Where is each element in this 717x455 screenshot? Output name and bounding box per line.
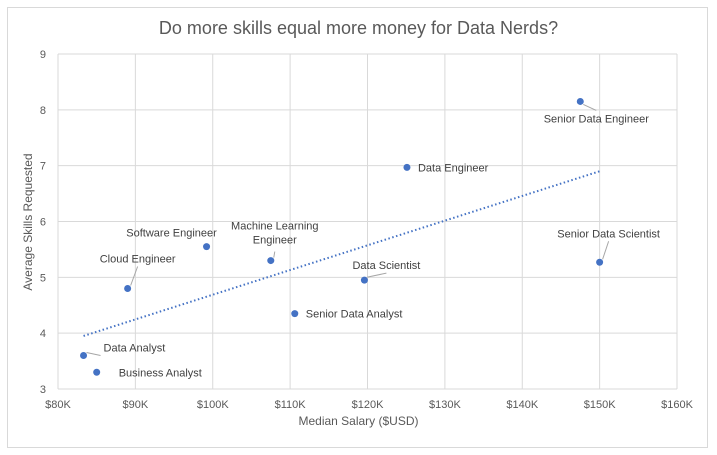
- gridlines: [57, 53, 678, 390]
- y-tick-label: 6: [40, 217, 46, 229]
- x-tick-label: $80K: [45, 399, 71, 411]
- y-tick-label: 9: [40, 49, 46, 61]
- data-label: Data Scientist: [352, 260, 420, 272]
- chart-title: Do more skills equal more money for Data…: [158, 18, 559, 38]
- data-label: Senior Data Engineer: [544, 113, 650, 125]
- data-labels: Data Analyst Business Analyst Cloud Engine…: [100, 113, 660, 379]
- data-points: [80, 97, 604, 376]
- y-tick-label: 7: [40, 161, 46, 173]
- data-point: [80, 352, 88, 359]
- data-point: [93, 368, 101, 376]
- data-point: [360, 276, 368, 284]
- y-tick-label: 8: [40, 105, 46, 117]
- leader-line: [367, 272, 387, 278]
- data-point: [403, 163, 411, 171]
- x-tick-label: $150K: [584, 399, 616, 411]
- data-label: Senior Data Analyst: [306, 309, 403, 321]
- data-label: Business Analyst: [119, 367, 202, 379]
- chart-area: [7, 7, 708, 448]
- leader-line: [86, 352, 101, 356]
- x-tick-label: $100K: [197, 399, 229, 411]
- x-tick-label: $160K: [661, 399, 693, 411]
- y-tick-label: 4: [40, 328, 46, 340]
- x-axis-label: Median Salary ($USD): [298, 414, 419, 428]
- data-label: Cloud Engineer: [100, 254, 176, 266]
- y-tick-label: 3: [40, 384, 46, 396]
- data-point: [267, 257, 275, 265]
- data-point: [124, 285, 132, 292]
- leader-lines: [86, 104, 610, 356]
- x-tick-label: $120K: [352, 399, 384, 411]
- x-tick-label: $110K: [275, 399, 307, 411]
- data-label: Data Analyst: [104, 343, 166, 355]
- data-label: Software Engineer: [126, 228, 217, 240]
- data-point: [596, 258, 604, 266]
- data-label: Senior Data Scientist: [557, 228, 660, 240]
- data-label: Machine Learning Engineer: [231, 221, 318, 247]
- data-point: [576, 97, 584, 105]
- leader-line: [273, 251, 276, 258]
- y-tick-label: 5: [40, 272, 46, 284]
- x-tick-label: $90K: [123, 399, 149, 411]
- x-tick-label: $130K: [429, 399, 461, 411]
- leader-line: [602, 241, 610, 260]
- data-point: [203, 243, 211, 251]
- data-point: [291, 310, 299, 318]
- tick-labels: 3 4 5 6 7 8 9 $80K $90K $100K $110K $120K $130K $140K…: [40, 49, 694, 411]
- x-tick-label: $140K: [506, 399, 538, 411]
- data-label: Data Engineer: [418, 162, 489, 174]
- leader-line: [583, 104, 597, 111]
- leader-line: [130, 266, 139, 286]
